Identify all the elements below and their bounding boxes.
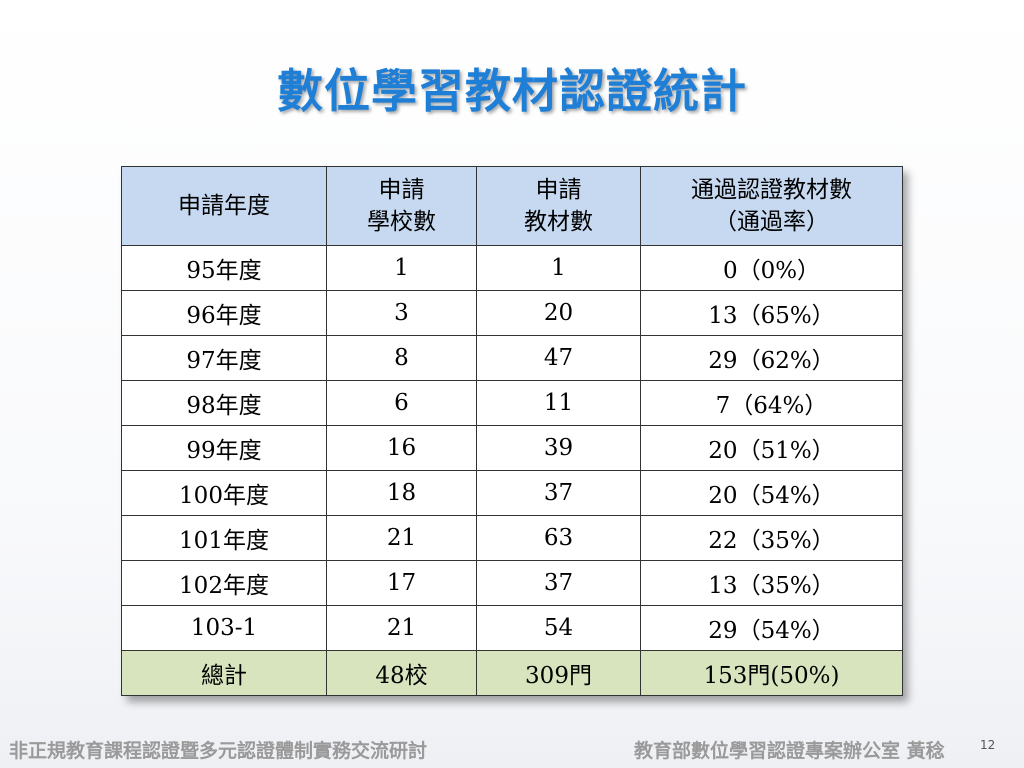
total-cell-passed: 153門(50%) (640, 650, 903, 696)
cell-year: 97年度 (121, 335, 327, 381)
cell-year: 100年度 (121, 470, 327, 516)
cell-schools: 8 (326, 335, 477, 381)
total-cell-materials: 309門 (476, 650, 641, 696)
cell-schools: 21 (326, 515, 477, 561)
cell-year: 98年度 (121, 380, 327, 426)
cell-materials: 63 (476, 515, 641, 561)
cell-schools: 18 (326, 470, 477, 516)
cell-passed: 13（65%） (640, 290, 903, 336)
footer-event-name: 非正規教育課程認證暨多元認證體制實務交流研討 (9, 740, 428, 762)
table-row: 98年度 6 11 7（64%） (121, 380, 903, 426)
cell-schools: 16 (326, 425, 477, 471)
cell-year: 103-1 (121, 605, 327, 651)
table-row: 101年度 21 63 22（35%） (121, 515, 903, 561)
cell-schools: 17 (326, 560, 477, 606)
header-row: 申請年度 申請 學校數 申請 教材數 通過認證教材數 （通過率） (121, 166, 903, 246)
cell-materials: 47 (476, 335, 641, 381)
cell-materials: 39 (476, 425, 641, 471)
table-row: 97年度 8 47 29（62%） (121, 335, 903, 381)
cell-passed: 0（0%） (640, 245, 903, 291)
page-number: 12 (980, 738, 996, 752)
total-cell-schools: 48校 (326, 650, 477, 696)
cell-year: 99年度 (121, 425, 327, 471)
cell-year: 101年度 (121, 515, 327, 561)
cell-passed: 29（54%） (640, 605, 903, 651)
table-row: 99年度 16 39 20（51%） (121, 425, 903, 471)
slide-title: 數位學習教材認證統計 (277, 64, 747, 118)
cell-schools: 1 (326, 245, 477, 291)
header-cell-passed: 通過認證教材數 （通過率） (640, 166, 903, 246)
cell-schools: 6 (326, 380, 477, 426)
total-cell-year: 總計 (121, 650, 327, 696)
cell-materials: 1 (476, 245, 641, 291)
statistics-table-container: 申請年度 申請 學校數 申請 教材數 通過認證教材數 （通過率） 95年度 1 1 0… (121, 166, 903, 696)
cell-schools: 3 (326, 290, 477, 336)
cell-materials: 20 (476, 290, 641, 336)
statistics-table: 申請年度 申請 學校數 申請 教材數 通過認證教材數 （通過率） 95年度 1 1 0… (121, 166, 903, 696)
cell-materials: 54 (476, 605, 641, 651)
cell-schools: 21 (326, 605, 477, 651)
table-row: 103-1 21 54 29（54%） (121, 605, 903, 651)
cell-passed: 7（64%） (640, 380, 903, 426)
cell-materials: 37 (476, 560, 641, 606)
total-row: 總計 48校 309門 153門(50%) (121, 650, 903, 696)
cell-materials: 37 (476, 470, 641, 516)
table-row: 102年度 17 37 13（35%） (121, 560, 903, 606)
cell-year: 96年度 (121, 290, 327, 336)
cell-materials: 11 (476, 380, 641, 426)
table-row: 100年度 18 37 20（54%） (121, 470, 903, 516)
table-row: 96年度 3 20 13（65%） (121, 290, 903, 336)
table-row: 95年度 1 1 0（0%） (121, 245, 903, 291)
footer-office-name: 教育部數位學習認證專案辦公室 黃稔 (634, 740, 945, 762)
header-cell-schools: 申請 學校數 (326, 166, 477, 246)
cell-year: 95年度 (121, 245, 327, 291)
header-cell-year: 申請年度 (121, 166, 327, 246)
cell-passed: 29（62%） (640, 335, 903, 381)
cell-year: 102年度 (121, 560, 327, 606)
cell-passed: 13（35%） (640, 560, 903, 606)
header-cell-materials: 申請 教材數 (476, 166, 641, 246)
cell-passed: 22（35%） (640, 515, 903, 561)
cell-passed: 20（51%） (640, 425, 903, 471)
cell-passed: 20（54%） (640, 470, 903, 516)
